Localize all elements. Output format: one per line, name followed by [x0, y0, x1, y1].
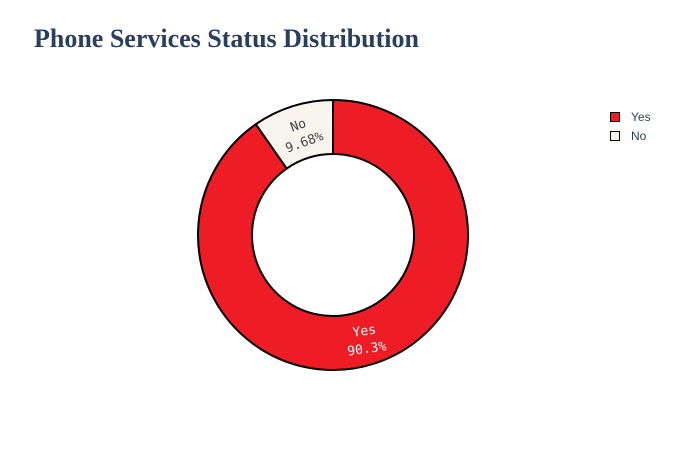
legend-swatch-yes	[610, 111, 620, 122]
slice-label-no-name: No	[289, 116, 309, 135]
slice-no[interactable]	[254, 98, 334, 170]
legend-swatch-no	[610, 130, 620, 141]
slice-label-yes-percent: 90.3%	[347, 339, 388, 359]
slice-yes[interactable]	[197, 98, 469, 371]
legend[interactable]: Yes No	[610, 107, 651, 145]
legend-label-no: No	[631, 128, 647, 143]
slice-label-yes-name: Yes	[352, 323, 377, 341]
legend-item-no[interactable]: No	[610, 126, 651, 145]
legend-label-yes: Yes	[631, 109, 651, 124]
legend-item-yes[interactable]: Yes	[610, 107, 651, 126]
chart-title: Phone Services Status Distribution	[34, 24, 419, 53]
